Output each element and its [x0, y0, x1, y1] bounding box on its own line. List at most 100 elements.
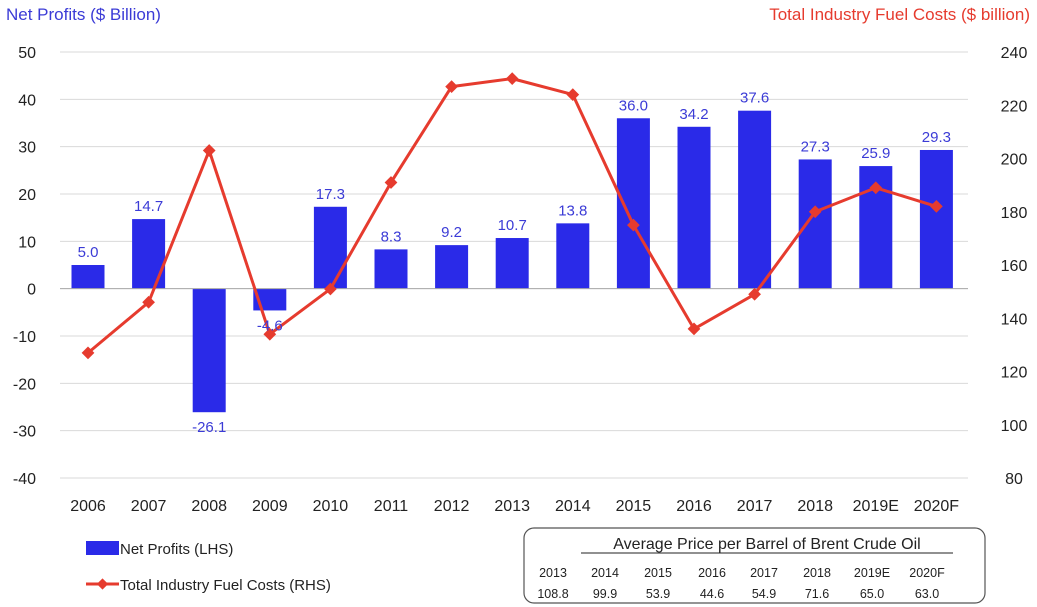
legend: Net Profits (LHS) Total Industry Fuel Co… — [86, 541, 331, 594]
right-tick-label: 100 — [1001, 418, 1028, 435]
net-profit-bars — [71, 110, 953, 413]
x-axis-ticks: 2006 2007 2008 2009 2010 2011 2012 2013 2014 2015… — [70, 498, 959, 515]
bar-data-label: -26.1 — [192, 419, 226, 436]
fuel-cost-point — [263, 327, 277, 341]
x-tick-label: 2006 — [70, 498, 106, 515]
brent-year: 2016 — [698, 566, 726, 580]
x-tick-label: 2008 — [191, 498, 227, 515]
brent-year: 2018 — [803, 566, 831, 580]
left-tick-label: 20 — [18, 187, 36, 204]
net-profit-bar — [798, 159, 832, 289]
brent-price: 71.6 — [805, 587, 829, 601]
net-profit-bar — [677, 126, 711, 289]
left-axis-title: Net Profits ($ Billion) — [6, 5, 161, 24]
brent-year: 2015 — [644, 566, 672, 580]
bar-data-label: 17.3 — [316, 186, 345, 203]
brent-price: 108.8 — [537, 587, 568, 601]
brent-year: 2019E — [854, 566, 890, 580]
legend-bar-label: Net Profits (LHS) — [120, 541, 233, 558]
bar-data-label: 27.3 — [801, 138, 830, 155]
x-tick-label: 2013 — [494, 498, 530, 515]
x-tick-label: 2011 — [374, 498, 409, 515]
fuel-cost-point — [384, 176, 398, 189]
net-profit-bar — [435, 245, 469, 289]
left-tick-label: -30 — [13, 424, 36, 441]
left-tick-label: 0 — [27, 282, 36, 299]
fuel-cost-point — [142, 295, 155, 309]
net-profit-bar — [132, 219, 166, 289]
bar-data-label: 10.7 — [498, 217, 527, 234]
net-profit-bar — [738, 110, 772, 289]
brent-year: 2020F — [909, 566, 945, 580]
brent-price: 63.0 — [915, 587, 939, 601]
bar-data-label: 13.8 — [558, 202, 587, 219]
brent-table-cells: 2013 108.8 2014 99.9 2015 53.9 2016 44.6 2017 54.… — [537, 566, 945, 601]
left-tick-label: 30 — [18, 140, 36, 157]
right-tick-label: 80 — [1005, 471, 1023, 488]
net-profit-bar — [374, 249, 408, 289]
net-profit-bar — [556, 223, 590, 289]
brent-price: 53.9 — [646, 587, 670, 601]
fuel-cost-point — [81, 346, 95, 360]
x-tick-label: 2009 — [252, 498, 288, 515]
right-tick-label: 200 — [1001, 152, 1028, 169]
x-tick-label: 2020F — [914, 498, 960, 515]
x-tick-label: 2014 — [555, 498, 591, 515]
right-tick-label: 240 — [1001, 45, 1028, 62]
brent-price: 44.6 — [700, 587, 724, 601]
legend-line-label: Total Industry Fuel Costs (RHS) — [120, 577, 331, 594]
left-tick-label: 10 — [18, 234, 36, 251]
right-tick-label: 160 — [1001, 258, 1028, 275]
bar-data-label: 29.3 — [922, 129, 951, 146]
brent-table-title: Average Price per Barrel of Brent Crude … — [613, 536, 920, 553]
bar-data-label: 14.7 — [134, 198, 163, 215]
brent-price: 54.9 — [752, 587, 776, 601]
left-tick-label: 40 — [18, 92, 36, 109]
brent-year: 2013 — [539, 566, 567, 580]
net-profit-bar — [71, 265, 105, 289]
left-tick-label: -10 — [13, 329, 36, 346]
x-tick-label: 2018 — [797, 498, 833, 515]
bar-data-labels: 5.0 14.7 -26.1 -4.6 17.3 8.3 9.2 10.7 13.8 36.0 34… — [78, 90, 951, 437]
right-tick-label: 180 — [1001, 205, 1028, 222]
x-tick-label: 2010 — [313, 498, 349, 515]
right-tick-label: 220 — [1001, 98, 1028, 115]
left-tick-label: 50 — [18, 45, 36, 62]
net-profit-bar — [313, 206, 347, 289]
fuel-cost-point — [202, 144, 216, 157]
x-tick-label: 2016 — [676, 498, 712, 515]
x-tick-label: 2017 — [737, 498, 773, 515]
brent-year: 2017 — [750, 566, 778, 580]
brent-year: 2014 — [591, 566, 619, 580]
right-axis-ticks: 80 100 120 140 160 180 200 220 240 — [1001, 45, 1028, 488]
right-axis-title: Total Industry Fuel Costs ($ billion) — [769, 5, 1030, 24]
right-tick-label: 120 — [1001, 365, 1028, 382]
x-tick-label: 2012 — [434, 498, 470, 515]
brent-price: 65.0 — [860, 587, 884, 601]
x-tick-label: 2007 — [131, 498, 167, 515]
bar-data-label: 34.2 — [679, 106, 708, 123]
bar-data-label: 8.3 — [381, 228, 402, 245]
x-tick-label: 2019E — [853, 498, 899, 515]
fuel-cost-point — [687, 322, 701, 336]
bar-data-label: 36.0 — [619, 97, 648, 114]
brent-table-frame — [523, 527, 986, 604]
bar-data-label: 25.9 — [861, 145, 890, 162]
brent-price: 99.9 — [593, 587, 617, 601]
brent-price-table: Average Price per Barrel of Brent Crude … — [523, 527, 986, 604]
legend-bar-swatch — [86, 541, 119, 555]
net-profit-bar — [495, 238, 529, 289]
fuel-cost-line — [81, 72, 943, 360]
fuel-cost-point — [324, 282, 337, 296]
x-tick-label: 2015 — [616, 498, 652, 515]
net-profit-bar — [919, 149, 953, 289]
legend-line-marker — [96, 578, 109, 590]
bar-data-label: 9.2 — [441, 224, 462, 241]
right-tick-label: 140 — [1001, 311, 1028, 328]
bar-data-label: 37.6 — [740, 90, 769, 107]
left-tick-label: -40 — [13, 471, 36, 488]
fuel-cost-point — [505, 72, 519, 85]
left-axis-ticks: -40 -30 -20 -10 0 10 20 30 40 50 — [13, 45, 36, 488]
fuel-cost-point — [445, 80, 458, 93]
